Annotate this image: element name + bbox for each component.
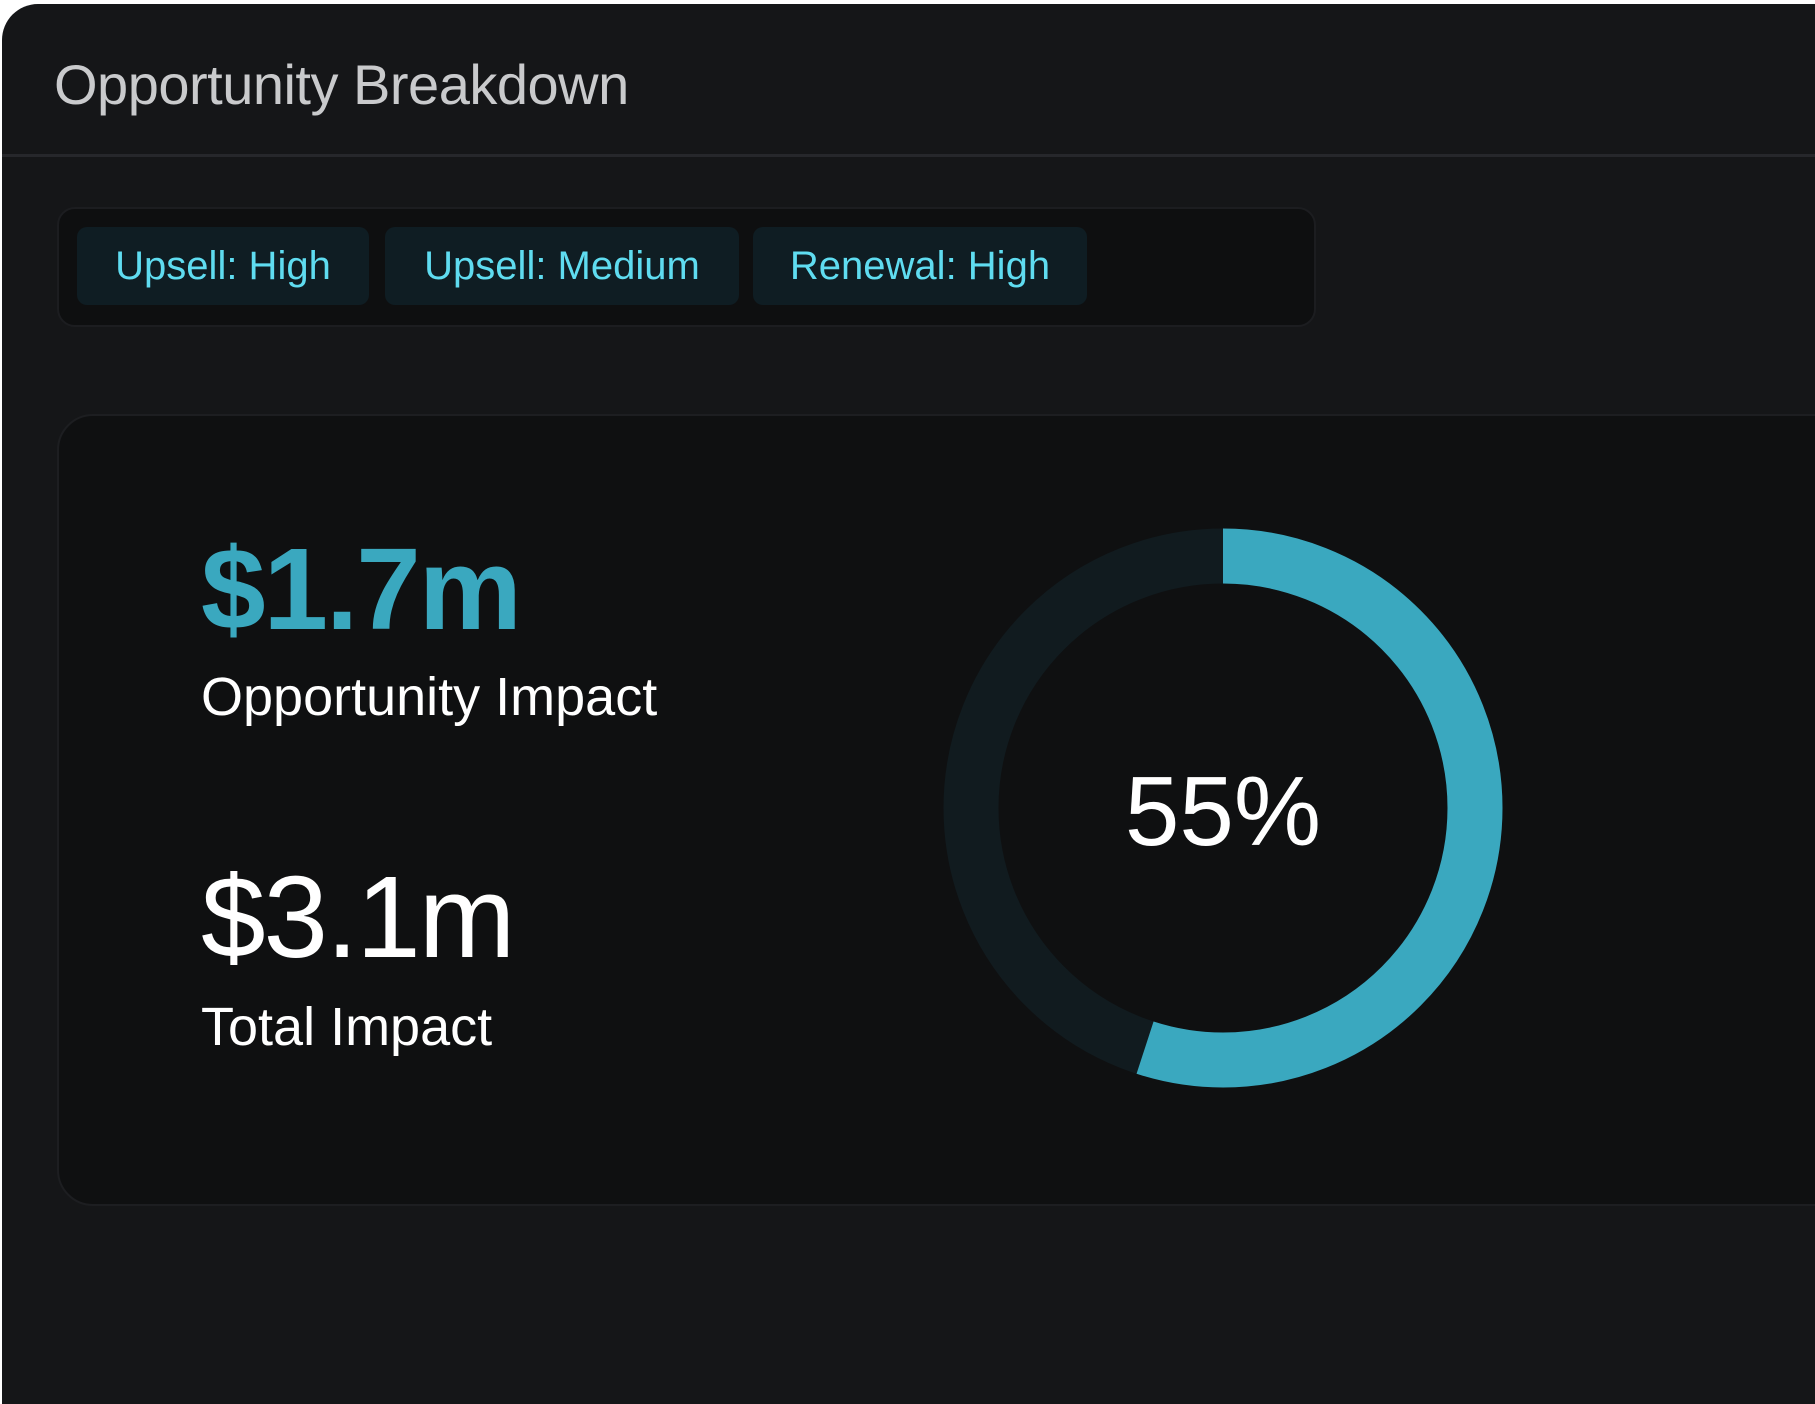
tag-filter-bar: Upsell: High Upsell: Medium Renewal: Hig… <box>57 207 1316 327</box>
opportunity-impact-label: Opportunity Impact <box>201 667 658 727</box>
opportunity-impact-value: $1.7m <box>201 524 522 654</box>
tag-upsell-high[interactable]: Upsell: High <box>77 227 369 305</box>
panel-header: Opportunity Breakdown <box>2 4 1815 157</box>
tag-renewal-high[interactable]: Renewal: High <box>753 227 1087 305</box>
total-impact-label: Total Impact <box>201 997 493 1057</box>
donut-fill-arc <box>943 528 1503 1088</box>
opportunity-breakdown-panel: Opportunity Breakdown Upsell: High Upsel… <box>2 4 1815 1404</box>
impact-card: $1.7m Opportunity Impact $3.1m Total Imp… <box>57 414 1815 1206</box>
impact-donut-chart <box>943 528 1503 1088</box>
donut-percent-label: 55% <box>1124 756 1322 866</box>
tag-upsell-medium[interactable]: Upsell: Medium <box>385 227 739 305</box>
page-title: Opportunity Breakdown <box>54 53 629 116</box>
total-impact-value: $3.1m <box>201 852 515 982</box>
